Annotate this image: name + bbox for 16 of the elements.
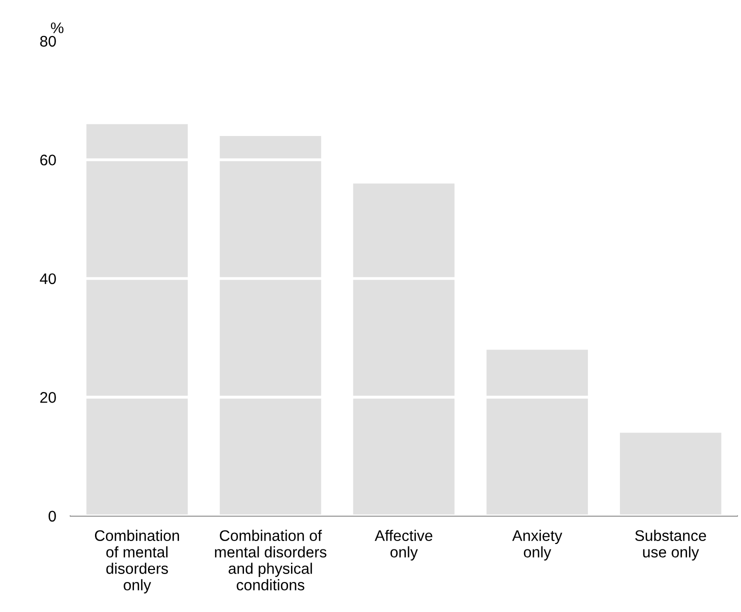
bar [86, 124, 188, 516]
x-tick-label: Substance use only [635, 530, 706, 561]
bar [353, 183, 455, 516]
y-tick-label: 0 [48, 510, 56, 522]
bar [220, 136, 322, 516]
y-axis-title: % [50, 22, 64, 34]
x-tick-label: Affective only [374, 530, 432, 561]
bar [620, 432, 722, 516]
x-tick-label: Anxiety only [512, 530, 562, 561]
x-tick-label: Combination of mental disorders only [94, 530, 179, 594]
x-tick-label: Combination of mental disorders and physical conditions [215, 530, 326, 590]
y-tick-label: 40 [40, 273, 56, 284]
y-tick-label: 20 [40, 392, 56, 403]
y-tick-label: 80 [40, 36, 56, 47]
bar [486, 350, 588, 516]
y-tick-label: 60 [40, 154, 56, 166]
